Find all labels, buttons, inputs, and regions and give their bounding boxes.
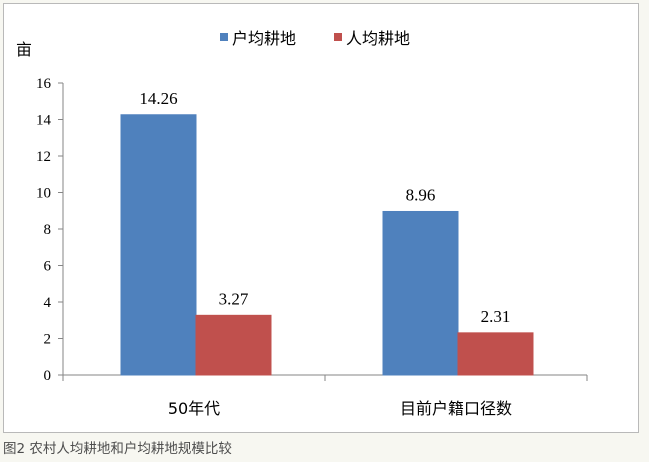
y-tick-label: 6 (44, 259, 52, 275)
y-tick-label: 0 (44, 368, 52, 384)
y-tick-label: 4 (44, 295, 52, 311)
figure-caption: 图2 农村人均耕地和户均耕地规模比较 (3, 441, 232, 457)
x-category-label: 50年代 (168, 399, 220, 418)
y-axis-unit-label: 亩 (16, 40, 32, 59)
bar-per-capita-0 (195, 314, 272, 376)
chart-area: 0 2 4 6 8 10 12 14 16 14.26 3.27 50年代 8.96 2.31 目前户籍口径… (3, 3, 639, 433)
legend-label-0: 户均耕地 (232, 29, 296, 48)
y-tick-label: 2 (44, 332, 52, 348)
data-label: 3.27 (219, 289, 249, 308)
x-category-label: 目前户籍口径数 (400, 399, 512, 418)
bar-per-capita-1 (457, 332, 534, 376)
bar-chart: 0 2 4 6 8 10 12 14 16 14.26 3.27 50年代 8.96 2.31 目前户籍口径… (16, 29, 588, 418)
bar-household-1 (382, 210, 459, 376)
legend-label-1: 人均耕地 (346, 29, 410, 48)
data-label: 14.26 (139, 89, 177, 108)
bar-household-0 (120, 114, 197, 376)
y-tick-label: 10 (36, 186, 51, 202)
y-tick-label: 8 (44, 222, 52, 238)
y-tick-label: 12 (36, 149, 51, 165)
data-label: 2.31 (481, 307, 511, 326)
legend-swatch-1 (334, 33, 342, 41)
y-tick-label: 14 (36, 113, 52, 129)
y-tick-label: 16 (36, 76, 52, 92)
data-label: 8.96 (406, 185, 436, 204)
legend-swatch-0 (220, 33, 228, 41)
